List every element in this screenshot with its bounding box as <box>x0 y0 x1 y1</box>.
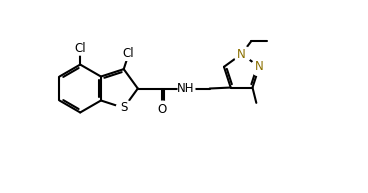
Text: N: N <box>255 60 263 73</box>
Text: NH: NH <box>177 82 194 95</box>
Text: S: S <box>120 101 127 114</box>
Text: O: O <box>157 103 166 116</box>
Text: Cl: Cl <box>74 42 86 55</box>
Text: Cl: Cl <box>123 47 134 60</box>
Text: N: N <box>237 47 246 61</box>
